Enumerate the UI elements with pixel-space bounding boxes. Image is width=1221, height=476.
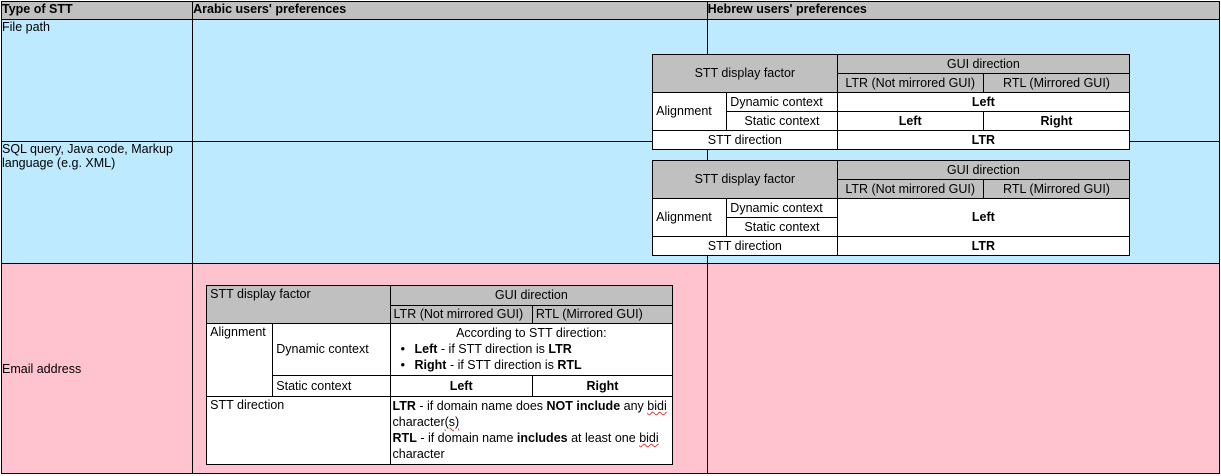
bullet-2-text: - if STT direction is	[446, 358, 558, 372]
matrix-value-static-rtl: Right	[982, 111, 1131, 131]
matrix-value-stt-direction: LTR	[836, 236, 1131, 256]
matrix-value-static-ltr: Left	[389, 375, 533, 397]
bullet-2-condition: RTL	[557, 358, 582, 372]
dynamic-alignment-bullet-list: According to STT direction: Left - if ST…	[391, 324, 673, 375]
rule-ltr-text-1: - if domain name does	[415, 399, 547, 413]
hebrew-cell-email-address	[706, 263, 1221, 474]
matrix-header-gui-ltr: LTR (Not mirrored GUI)	[836, 179, 984, 199]
matrix-row-dynamic-context: Alignment Dynamic context According to S…	[206, 323, 674, 397]
matrix-row-stt-direction: STT direction LTR	[652, 130, 1131, 150]
matrix-row-static-context: Static context Left Right	[207, 375, 674, 397]
matrix-label-dynamic-context: Dynamic context	[726, 92, 838, 112]
matrix-code-arabic: STT display factor GUI direction LTR (No…	[652, 160, 1131, 256]
matrix-label-static-context: Static context	[726, 111, 838, 131]
matrix-value-alignment: Left	[836, 198, 1131, 237]
arabic-cell-code: STT display factor GUI direction LTR (No…	[192, 141, 1131, 264]
column-header-type-of-stt: Type of STT	[0, 1, 194, 20]
rule-ltr-direction: LTR	[392, 399, 416, 413]
rule-ltr-text-3: character	[392, 415, 445, 429]
matrix-label-static-context: Static context	[272, 375, 391, 397]
rule-ltr-plural: (s)	[444, 415, 460, 429]
rule-rtl-bidi: bidi	[639, 431, 659, 445]
matrix-file-path-arabic: STT display factor GUI direction LTR (No…	[652, 54, 1131, 150]
matrix-subheader-row: LTR (Not mirrored GUI) RTL (Mirrored GUI…	[207, 305, 674, 324]
bullet-1-condition: LTR	[548, 342, 572, 356]
rule-rtl-text-2: at least one	[567, 431, 640, 445]
matrix-label-stt-direction: STT direction	[652, 130, 838, 150]
rule-rtl-includes: includes	[516, 431, 568, 445]
matrix-row-stt-direction: STT direction LTR	[652, 236, 1131, 256]
table-header-row: Type of STT Arabic users' preferences He…	[0, 1, 1221, 20]
rule-ltr-not-include: NOT include	[546, 399, 621, 413]
column-header-arabic-preferences: Arabic users' preferences	[192, 1, 708, 20]
matrix-header-gui-rtl: RTL (Mirrored GUI)	[531, 305, 674, 324]
matrix-row-stt-direction: STT direction LTR - if domain name does …	[206, 396, 674, 465]
matrix-header-gui-rtl: RTL (Mirrored GUI)	[982, 179, 1131, 199]
matrix-header-stt-display-factor: STT display factor	[206, 285, 391, 324]
matrix-header-stt-display-factor: STT display factor	[652, 54, 838, 93]
matrix-row-dynamic-context: Alignment Dynamic context Left	[652, 92, 1131, 131]
matrix-subheader-row: LTR (Not mirrored GUI) RTL (Mirrored GUI…	[653, 73, 1131, 93]
stt-direction-rule-ltr: LTR - if domain name does NOT include an…	[393, 398, 673, 430]
matrix-header-gui-rtl: RTL (Mirrored GUI)	[982, 73, 1131, 93]
matrix-header-gui-direction: GUI direction	[836, 160, 1131, 180]
bullet-1-text: - if STT direction is	[437, 342, 549, 356]
dynamic-alignment-bullet-rtl: Right - if STT direction is RTL	[391, 357, 673, 373]
matrix-label-alignment: Alignment	[652, 92, 728, 131]
matrix-value-static-ltr: Left	[836, 111, 984, 131]
matrix-label-alignment: Alignment	[206, 323, 274, 397]
matrix-value-dynamic-alignment: Left	[836, 92, 1131, 112]
matrix-value-dynamic-alignment-rule: According to STT direction: Left - if ST…	[389, 323, 674, 376]
matrix-header-gui-direction: GUI direction	[836, 54, 1131, 74]
matrix-header-row: STT display factor GUI direction	[652, 54, 1131, 93]
arabic-cell-email-address: STT display factor GUI direction LTR (No…	[192, 263, 708, 474]
rule-rtl-direction: RTL	[392, 431, 417, 445]
table-row-file-path: File path STT display factor GUI directi…	[0, 19, 1221, 150]
dynamic-alignment-lead: According to STT direction:	[456, 326, 607, 340]
matrix-label-static-context: Static context	[726, 217, 838, 237]
column-header-hebrew-preferences: Hebrew users' preferences	[706, 1, 1221, 20]
matrix-header-stt-display-factor: STT display factor	[652, 160, 838, 199]
matrix-email-arabic: STT display factor GUI direction LTR (No…	[206, 285, 674, 465]
matrix-header-gui-direction: GUI direction	[389, 285, 674, 306]
matrix-label-dynamic-context: Dynamic context	[726, 198, 838, 218]
row-label-code: SQL query, Java code, Markup language (e…	[0, 141, 194, 264]
stt-direction-rule-block: LTR - if domain name does NOT include an…	[391, 397, 673, 464]
matrix-label-stt-direction: STT direction	[206, 396, 391, 465]
matrix-header-row: STT display factor GUI direction	[652, 160, 1131, 199]
row-label-email-address: Email address	[0, 263, 194, 474]
table-row-code: SQL query, Java code, Markup language (e…	[0, 141, 1221, 264]
rule-ltr-bidi: bidi	[647, 399, 667, 413]
rule-ltr-text-2: any	[620, 399, 648, 413]
matrix-header-gui-ltr: LTR (Not mirrored GUI)	[389, 305, 533, 324]
matrix-label-stt-direction: STT direction	[652, 236, 838, 256]
matrix-value-static-rtl: Right	[531, 375, 674, 397]
matrix-header-gui-ltr: LTR (Not mirrored GUI)	[836, 73, 984, 93]
row-label-file-path: File path	[0, 19, 194, 142]
bullet-2-direction: Right	[414, 358, 447, 372]
matrix-value-stt-direction-rule: LTR - if domain name does NOT include an…	[389, 396, 674, 465]
arabic-cell-file-path: STT display factor GUI direction LTR (No…	[192, 19, 1131, 150]
matrix-header-row: STT display factor GUI direction	[206, 285, 674, 324]
stt-direction-rule-rtl: RTL - if domain name includes at least o…	[393, 430, 673, 462]
matrix-subheader-row: LTR (Not mirrored GUI) RTL (Mirrored GUI…	[653, 179, 1131, 199]
matrix-value-stt-direction: LTR	[836, 130, 1131, 150]
bullet-1-direction: Left	[414, 342, 438, 356]
dynamic-alignment-bullet-ltr: Left - if STT direction is LTR	[391, 341, 673, 357]
matrix-row-dynamic-context: Alignment Dynamic context Left	[652, 198, 1131, 237]
matrix-label-alignment: Alignment	[652, 198, 728, 237]
matrix-label-dynamic-context: Dynamic context	[272, 323, 391, 376]
rule-rtl-text-3: character	[392, 447, 445, 461]
rule-rtl-text-1: - if domain name	[416, 431, 517, 445]
table-row-email-address: Email address STT display factor GUI dir…	[0, 263, 1221, 474]
